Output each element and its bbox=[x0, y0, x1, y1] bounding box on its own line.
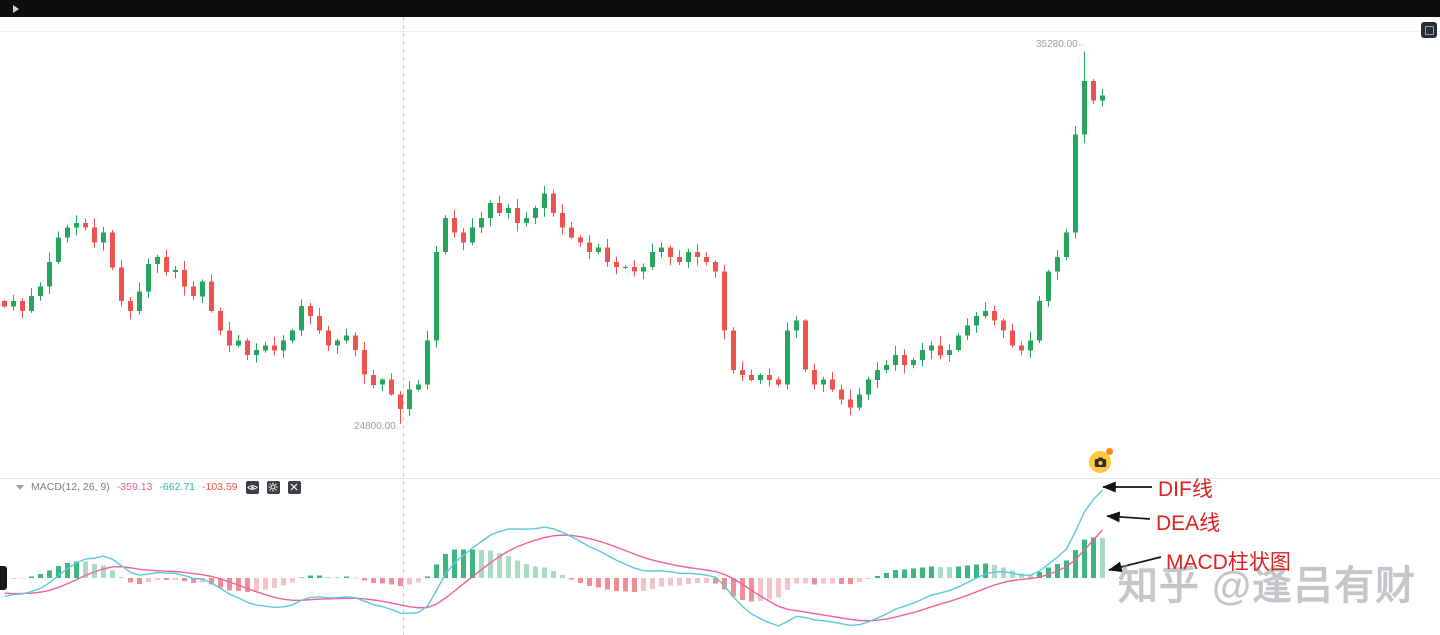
gear-icon bbox=[268, 482, 278, 492]
remove-indicator-button[interactable] bbox=[287, 480, 301, 494]
chevron-down-icon[interactable] bbox=[16, 484, 24, 490]
notification-dot bbox=[1106, 448, 1113, 455]
low-price-label: 24800.00 bbox=[354, 421, 396, 432]
snapshot-camera-badge[interactable] bbox=[1089, 451, 1111, 473]
macd-value-2: -662.71 bbox=[159, 481, 196, 493]
visibility-toggle-button[interactable] bbox=[245, 480, 259, 494]
macd-value-1: -359.13 bbox=[116, 481, 153, 493]
dif-line-annotation: DIF线 bbox=[1158, 478, 1213, 501]
macd-histogram-annotation: MACD柱状图 bbox=[1166, 551, 1291, 574]
zhihu-watermark: 知乎 @逢吕有财 bbox=[1117, 564, 1416, 608]
panel-icon bbox=[1424, 25, 1434, 35]
high-price-label: 35280.00 bbox=[1036, 39, 1078, 50]
camera-icon bbox=[1094, 457, 1107, 468]
indicator-title[interactable]: MACD(12, 26, 9) bbox=[31, 481, 110, 493]
close-icon bbox=[290, 483, 298, 491]
macd-value-3: -103.59 bbox=[202, 481, 238, 493]
top-left-arrow-icon[interactable] bbox=[13, 4, 19, 13]
left-edge-tab[interactable] bbox=[0, 566, 7, 590]
dea-line-annotation: DEA线 bbox=[1156, 512, 1221, 535]
eye-icon bbox=[246, 483, 258, 492]
restore-panel-button[interactable] bbox=[1421, 22, 1437, 38]
indicator-header: MACD(12, 26, 9) -359.13 -662.71 -103.59 bbox=[16, 480, 301, 494]
top-bar bbox=[0, 0, 1440, 17]
indicator-settings-button[interactable] bbox=[266, 480, 280, 494]
